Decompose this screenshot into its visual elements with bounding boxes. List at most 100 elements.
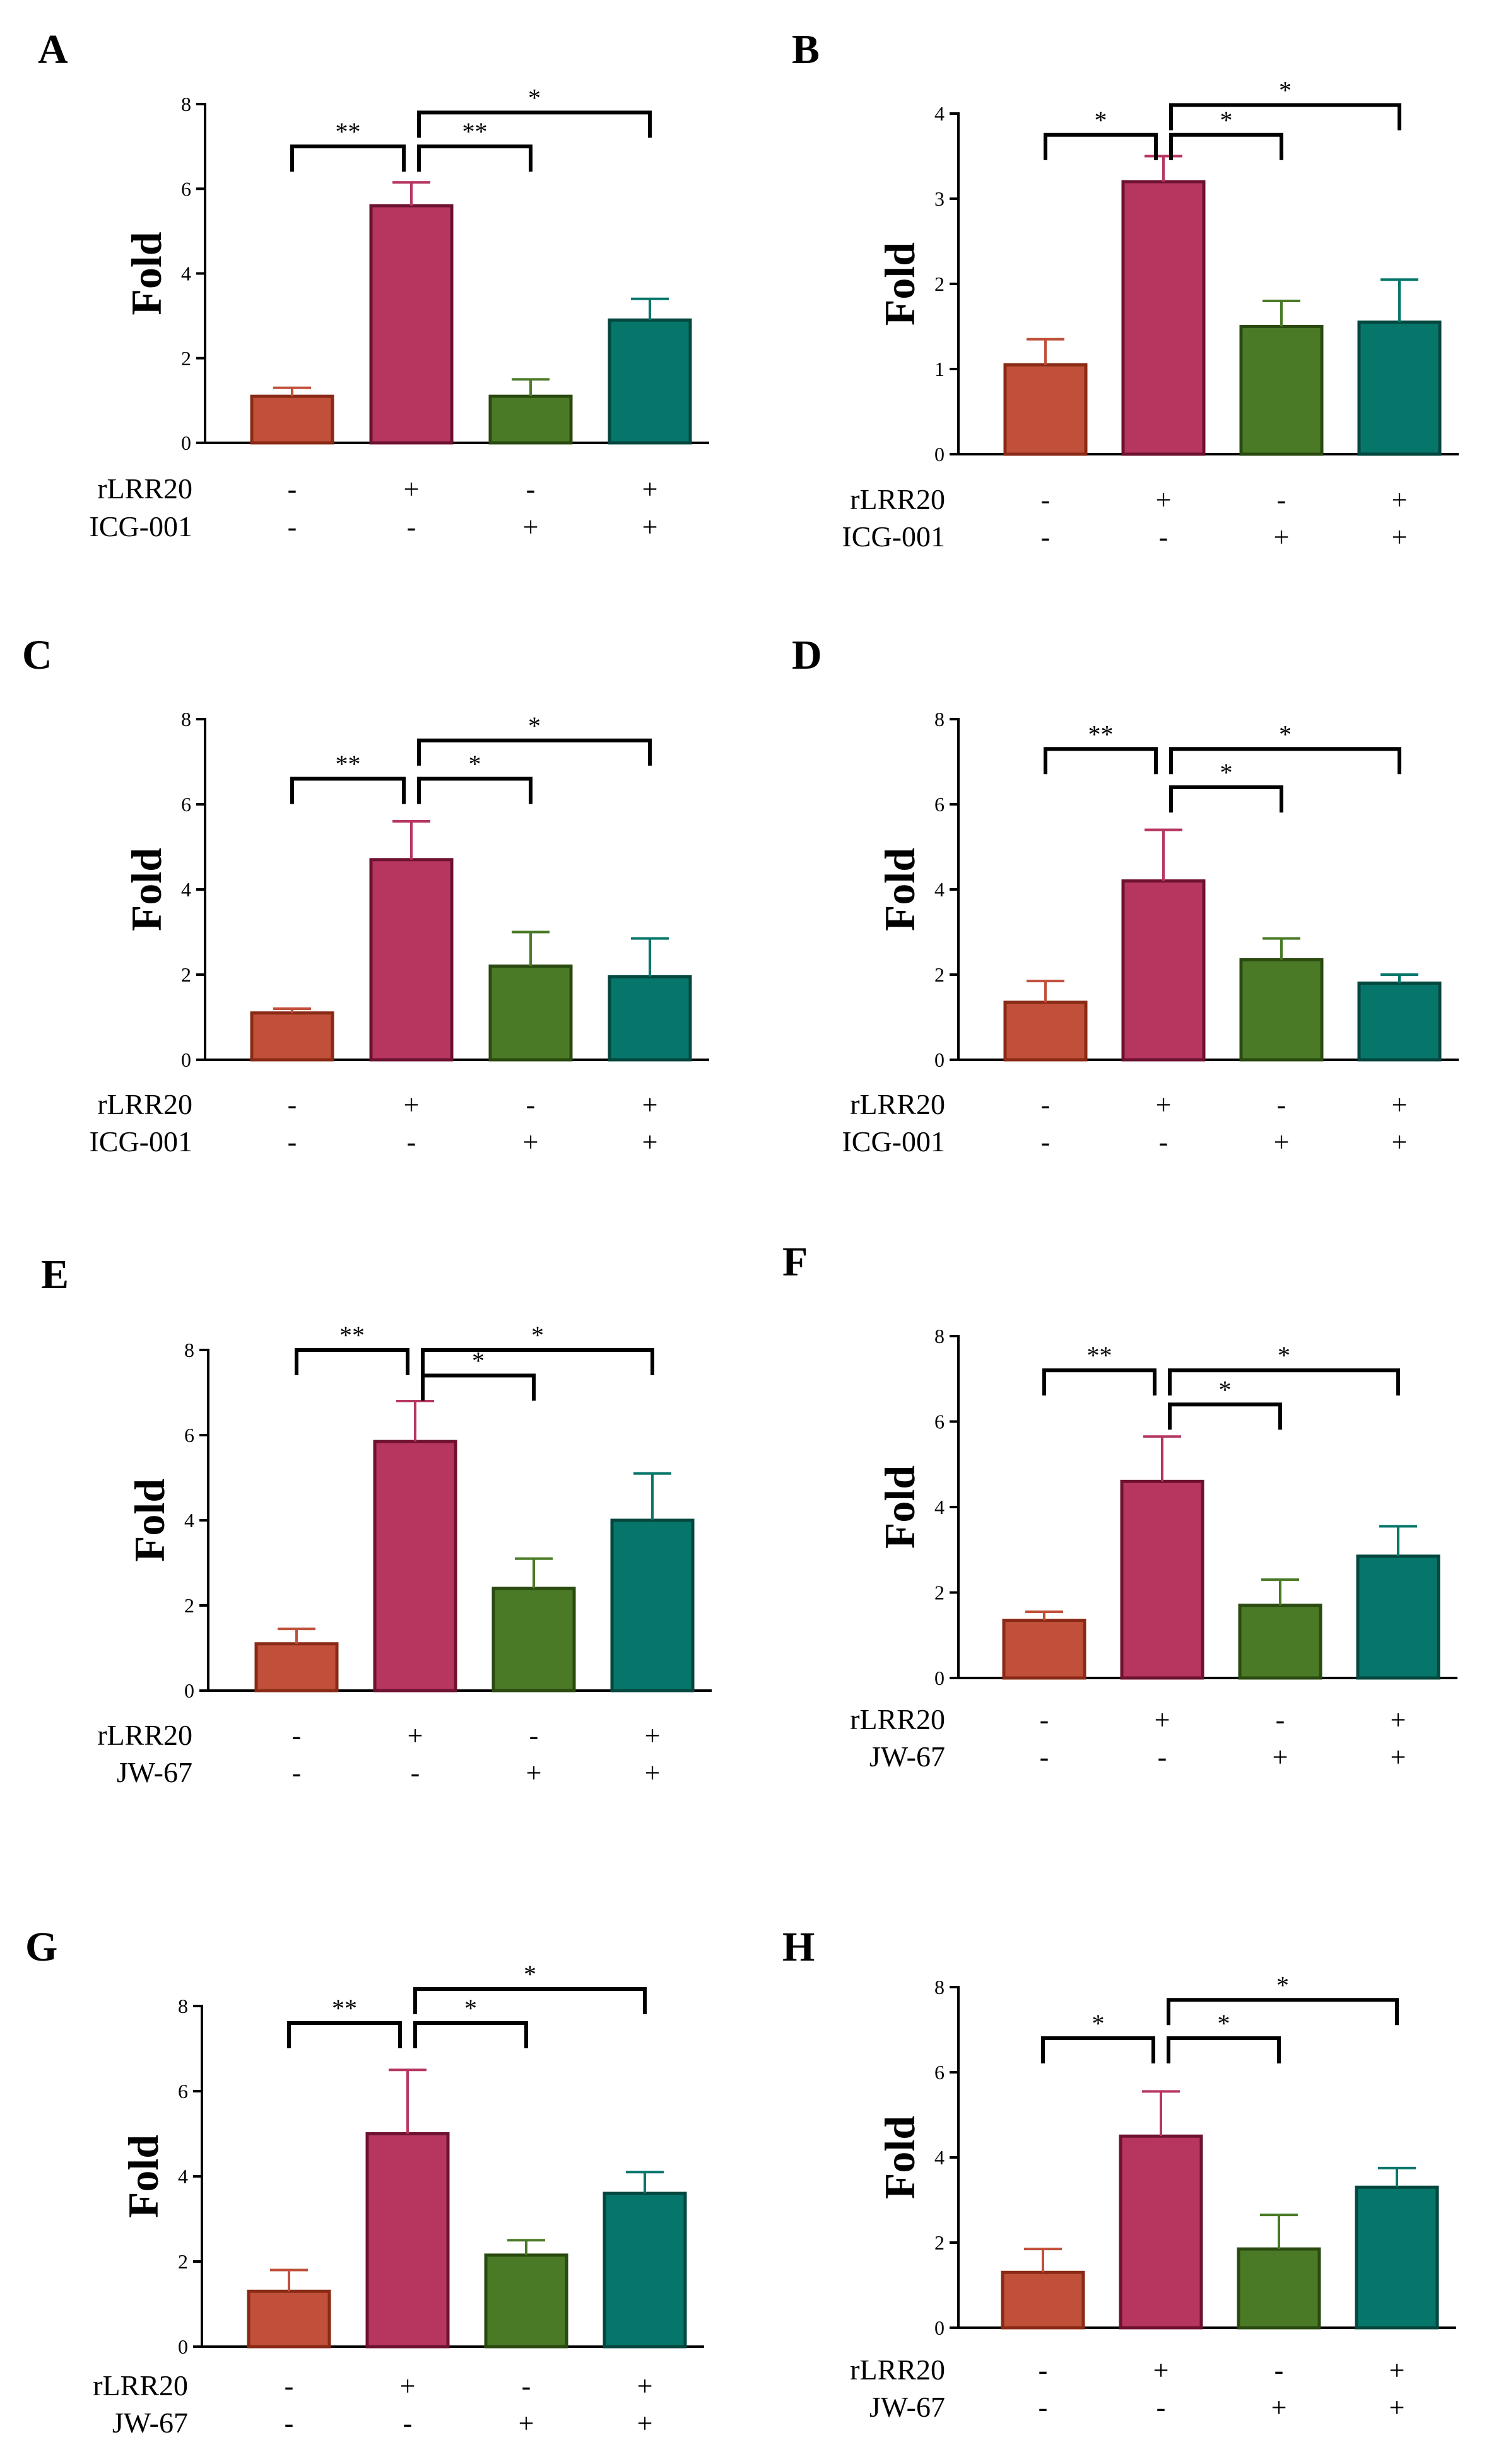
y-axis-title-h: Fold xyxy=(876,2116,924,2199)
y-tick-label-g: 4 xyxy=(178,2165,188,2188)
y-tick-label-d: 4 xyxy=(934,878,945,901)
treatment-sign-d-2-1: - xyxy=(1041,1127,1051,1158)
bar-d-2 xyxy=(1121,879,1206,1062)
significance-bracket-f-2 xyxy=(1168,1402,1282,1430)
treatment-sign-d-1-1: - xyxy=(1041,1089,1051,1120)
treatment-row-label-e-1: rLRR20 xyxy=(97,1719,192,1751)
treatment-row-label-c-1: rLRR20 xyxy=(97,1088,192,1120)
treatment-sign-c-2-2: - xyxy=(407,1127,416,1158)
treatment-sign-e-2-4: + xyxy=(645,1757,661,1788)
significance-bracket-d-2 xyxy=(1169,785,1283,813)
treatment-sign-h-1-3: - xyxy=(1274,2355,1284,2386)
treatment-sign-a-1-4: + xyxy=(642,474,658,505)
y-tick-label-a: 2 xyxy=(181,347,191,370)
y-tick-label-d: 0 xyxy=(934,1048,945,1071)
bar-h-4 xyxy=(1355,2185,1439,2330)
treatment-sign-d-2-4: + xyxy=(1392,1127,1408,1158)
bar-e-2 xyxy=(373,1440,457,1693)
bar-a-1 xyxy=(250,394,334,445)
y-axis-title-d: Fold xyxy=(876,848,924,931)
bar-c-2 xyxy=(369,858,454,1062)
y-tick-label-b: 4 xyxy=(934,102,945,125)
significance-bracket-a-3 xyxy=(417,110,652,138)
y-tick-label-a: 8 xyxy=(181,93,191,115)
treatment-sign-c-1-3: - xyxy=(526,1089,536,1120)
y-tick-label-f: 6 xyxy=(934,1411,945,1433)
bar-d-3 xyxy=(1239,958,1324,1062)
treatment-sign-b-1-1: - xyxy=(1041,484,1051,515)
treatment-sign-g-1-1: - xyxy=(285,2371,294,2402)
treatment-row-label-h-2: JW-67 xyxy=(869,2391,945,2423)
significance-bracket-c-1 xyxy=(290,777,406,804)
significance-label-b-3: * xyxy=(1279,76,1292,105)
significance-label-a-3: * xyxy=(528,83,541,112)
treatment-row-label-g-1: rLRR20 xyxy=(93,2369,188,2402)
treatment-row-label-c-2: ICG-001 xyxy=(89,1125,192,1158)
treatment-sign-a-2-2: - xyxy=(407,512,416,543)
significance-label-e-1: ** xyxy=(339,1321,365,1349)
treatment-sign-b-2-3: + xyxy=(1274,522,1290,553)
significance-bracket-d-3 xyxy=(1169,747,1401,775)
treatment-sign-d-2-3: + xyxy=(1274,1127,1290,1158)
bar-f-4 xyxy=(1356,1554,1440,1680)
treatment-sign-e-1-2: + xyxy=(408,1720,423,1751)
treatment-sign-f-1-2: + xyxy=(1155,1704,1170,1735)
treatment-sign-c-1-1: - xyxy=(288,1089,297,1120)
significance-bracket-e-2 xyxy=(421,1373,536,1401)
y-tick-label-a: 4 xyxy=(181,262,191,285)
treatment-sign-h-1-4: + xyxy=(1389,2355,1405,2386)
y-tick-label-g: 0 xyxy=(178,2335,188,2358)
treatment-sign-f-2-2: - xyxy=(1158,1742,1167,1773)
y-tick-label-c: 6 xyxy=(181,793,191,816)
treatment-sign-d-1-4: + xyxy=(1392,1089,1408,1120)
treatment-sign-h-1-1: - xyxy=(1039,2355,1048,2386)
y-tick-label-f: 0 xyxy=(934,1667,945,1689)
treatment-row-label-f-1: rLRR20 xyxy=(850,1703,945,1735)
treatment-row-label-e-2: JW-67 xyxy=(117,1756,192,1788)
bar-d-1 xyxy=(1003,1000,1088,1062)
treatment-sign-f-1-4: + xyxy=(1391,1704,1406,1735)
y-tick-label-b: 0 xyxy=(934,443,945,466)
significance-label-h-3: * xyxy=(1276,1971,1289,1999)
significance-bracket-g-3 xyxy=(413,1987,647,2014)
treatment-sign-f-1-3: - xyxy=(1276,1704,1285,1735)
panel-label-g: G xyxy=(25,1924,57,1970)
bar-h-1 xyxy=(1001,2270,1085,2330)
y-tick-label-h: 2 xyxy=(934,2231,945,2254)
significance-label-b-1: * xyxy=(1095,106,1107,134)
y-tick-label-b: 3 xyxy=(934,187,945,210)
y-tick-label-b: 1 xyxy=(934,358,945,380)
treatment-row-label-d-1: rLRR20 xyxy=(850,1088,945,1120)
treatment-sign-e-2-2: - xyxy=(411,1757,420,1788)
y-tick-label-h: 0 xyxy=(934,2316,945,2339)
y-tick-label-e: 4 xyxy=(184,1509,194,1532)
significance-bracket-e-3 xyxy=(421,1348,654,1375)
bar-b-4 xyxy=(1357,320,1442,456)
treatment-sign-c-2-1: - xyxy=(288,1127,297,1158)
significance-bracket-f-1 xyxy=(1042,1368,1157,1396)
bar-b-2 xyxy=(1121,180,1206,456)
bar-f-1 xyxy=(1002,1619,1086,1680)
bar-d-4 xyxy=(1357,982,1442,1062)
treatment-sign-e-1-4: + xyxy=(645,1720,661,1751)
bar-a-3 xyxy=(488,394,573,445)
panel-label-h: H xyxy=(782,1924,815,1970)
y-tick-label-h: 8 xyxy=(934,1976,945,1998)
treatment-sign-e-2-1: - xyxy=(292,1757,302,1788)
treatment-sign-g-2-3: + xyxy=(519,2408,534,2439)
treatment-sign-g-2-2: - xyxy=(403,2408,413,2439)
significance-bracket-b-1 xyxy=(1044,132,1158,160)
treatment-sign-d-2-2: - xyxy=(1159,1127,1168,1158)
treatment-sign-a-2-3: + xyxy=(523,512,539,543)
significance-bracket-h-2 xyxy=(1167,2036,1281,2063)
bar-g-3 xyxy=(484,2253,568,2349)
significance-label-g-1: ** xyxy=(332,1994,357,2022)
treatment-sign-c-1-2: + xyxy=(404,1089,420,1120)
significance-label-c-3: * xyxy=(528,712,541,740)
treatment-row-label-b-1: rLRR20 xyxy=(850,483,945,515)
bar-f-2 xyxy=(1120,1479,1204,1680)
treatment-row-label-a-2: ICG-001 xyxy=(89,510,192,543)
significance-label-c-1: ** xyxy=(336,750,361,778)
treatment-sign-f-2-1: - xyxy=(1040,1742,1049,1773)
